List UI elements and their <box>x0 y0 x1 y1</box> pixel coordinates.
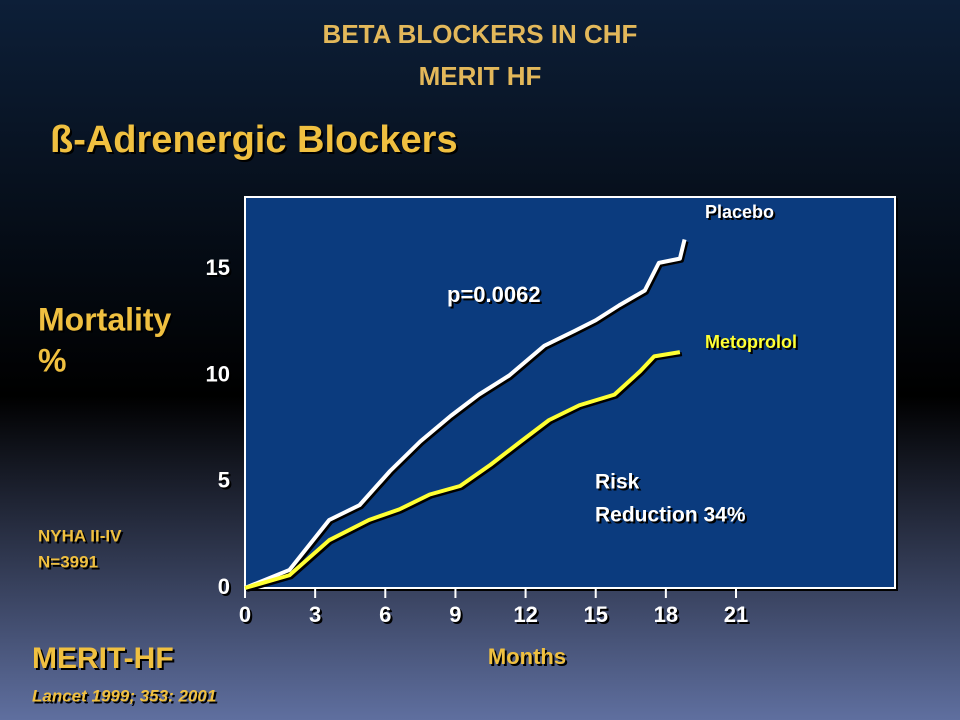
header: BETA BLOCKERS IN CHF <box>323 19 638 49</box>
legend-label: Metoprolol <box>705 332 797 352</box>
legend-label: Placebo <box>705 202 774 222</box>
annotation: Reduction 34% <box>595 504 746 527</box>
citation: Lancet 1999; 353: 2001 <box>32 686 216 705</box>
x-label: Months <box>488 644 566 669</box>
x-tick-label: 6 <box>379 602 391 627</box>
y-tick-label: 15 <box>206 255 230 280</box>
y-label: Mortality <box>38 301 172 337</box>
x-tick-label: 12 <box>513 602 537 627</box>
y-tick-label: 5 <box>218 468 230 493</box>
plot-area <box>244 196 896 589</box>
p-value: p=0.0062 <box>447 282 541 307</box>
x-tick-label: 15 <box>583 602 607 627</box>
header: MERIT HF <box>419 61 542 91</box>
y-tick-label: 0 <box>218 574 230 599</box>
series-line <box>244 350 681 590</box>
note: N=3991 <box>38 552 98 571</box>
source: MERIT-HF <box>32 642 174 675</box>
y-tick-label: 10 <box>206 361 230 386</box>
x-tick-label: 21 <box>724 602 748 627</box>
series-line <box>244 239 687 590</box>
x-tick-label: 18 <box>654 602 678 627</box>
title: ß-Adrenergic Blockers <box>50 119 458 161</box>
annotation: Risk <box>595 471 640 494</box>
y-label: % <box>38 342 66 378</box>
x-tick-label: 3 <box>309 602 321 627</box>
x-tick-label: 9 <box>449 602 461 627</box>
x-tick-label: 0 <box>239 602 251 627</box>
note: NYHA II-IV <box>38 526 122 545</box>
